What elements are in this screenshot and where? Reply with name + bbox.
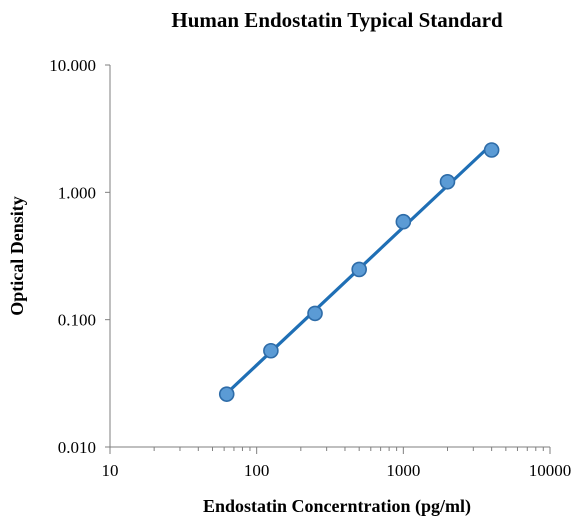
- x-tick-label: 10000: [529, 461, 572, 480]
- x-tick-label: 1000: [386, 461, 420, 480]
- x-axis-label: Endostatin Concerntration (pg/ml): [203, 496, 471, 517]
- y-tick-label: 0.100: [58, 311, 96, 330]
- y-axis-tick-labels: 10.000 1.000 0.100 0.010: [49, 56, 96, 457]
- data-point: [218, 386, 235, 402]
- y-tick-label: 0.010: [58, 438, 96, 457]
- data-point: [307, 305, 323, 322]
- data-series: [218, 142, 500, 402]
- chart-title: Human Endostatin Typical Standard: [171, 8, 503, 32]
- y-axis-label: Optical Density: [7, 196, 27, 316]
- y-tick-label: 10.000: [49, 56, 96, 75]
- x-tick-label: 100: [244, 461, 270, 480]
- data-point: [439, 173, 456, 190]
- chart-axes: [109, 65, 550, 448]
- x-axis-tick-labels: 10 100 1000 10000: [102, 461, 572, 480]
- y-axis-ticks: [105, 64, 110, 448]
- x-tick-label: 10: [102, 461, 119, 480]
- y-tick-label: 1.000: [58, 183, 96, 202]
- data-point: [263, 342, 279, 359]
- x-axis-ticks: [109, 447, 551, 454]
- data-point: [395, 213, 412, 230]
- data-point: [351, 261, 367, 278]
- data-point: [483, 142, 500, 158]
